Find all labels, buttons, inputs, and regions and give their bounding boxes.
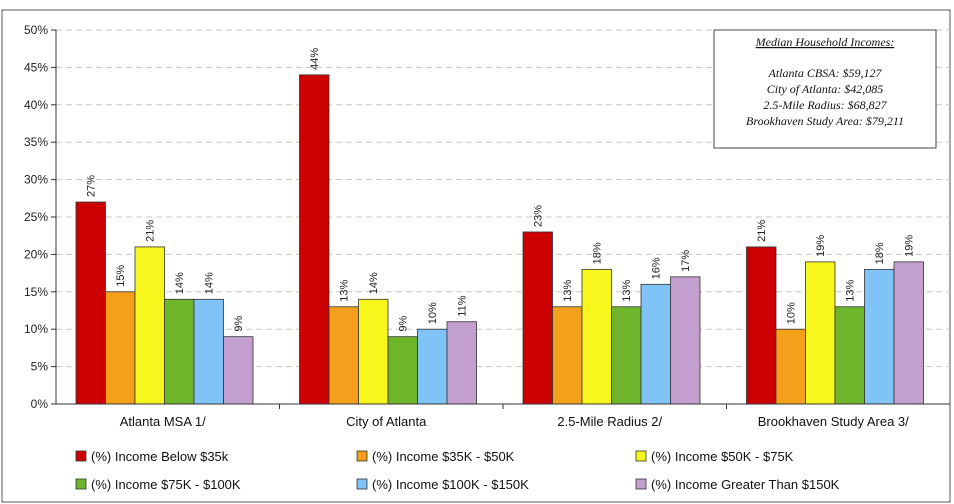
bar: [223, 336, 254, 405]
data-label: 44%: [309, 48, 321, 70]
info-line-atlanta-cbsa: Atlanta CBSA: $59,127: [768, 66, 883, 80]
bar: [75, 201, 106, 405]
y-tick-label: 35%: [24, 135, 48, 149]
y-tick-label: 30%: [24, 173, 48, 187]
data-label: 11%: [457, 295, 469, 316]
x-axis: Atlanta MSA 1/City of Atlanta 2.5-Mile Ra…: [56, 403, 950, 429]
bar: [193, 298, 224, 405]
legend-swatch: [635, 450, 647, 462]
legend-swatch: [356, 478, 368, 490]
legend-label: (%) Income Below $35k: [91, 449, 229, 464]
info-box-title: Median Household Incomes:: [755, 35, 895, 49]
bar: [105, 291, 136, 405]
legend-swatch: [75, 450, 87, 462]
bar: [299, 74, 330, 405]
info-line-radius: 2.5-Mile Radius: $68,827: [763, 98, 887, 112]
bar: [640, 283, 671, 405]
y-tick-label: 50%: [24, 23, 48, 37]
data-label: 14%: [204, 272, 216, 294]
y-tick-label: 10%: [24, 322, 48, 336]
median-income-box: Median Household Incomes: Atlanta CBSA: …: [713, 29, 937, 149]
data-label: 27%: [86, 175, 98, 197]
data-label: 18%: [874, 242, 886, 264]
bar: [834, 306, 865, 405]
legend-swatch: [635, 478, 647, 490]
y-tick-label: 0%: [31, 397, 49, 411]
data-label: 9%: [233, 316, 245, 332]
bar: [446, 321, 477, 405]
legend-swatch: [75, 478, 87, 490]
y-axis: 0% 5% 10% 15% 20% 25% 30% 35% 40% 45% 50%: [24, 23, 57, 411]
data-label: 13%: [562, 280, 574, 302]
data-label: 19%: [904, 235, 916, 257]
category-label: City of Atlanta: [346, 414, 427, 429]
category-label: 2.5-Mile Radius 2/: [557, 414, 662, 429]
bar: [417, 328, 448, 405]
data-label: 10%: [427, 302, 439, 324]
bar: [387, 336, 418, 405]
bars: 27% 15% 21% 14% 14% 9% 44% 13% 14% 9% 10% 11% 23% 13%…: [75, 48, 924, 405]
data-label: 14%: [174, 272, 186, 294]
data-label: 19%: [815, 235, 827, 257]
info-line-brookhaven: Brookhaven Study Area: $79,211: [746, 114, 904, 128]
data-label: 14%: [368, 272, 380, 294]
y-tick-label: 15%: [24, 285, 48, 299]
bar: [164, 298, 195, 405]
category-label: Brookhaven Study Area 3/: [758, 414, 909, 429]
bar: [670, 276, 701, 405]
legend-label: (%) Income $75K - $100K: [91, 477, 241, 492]
y-tick-label: 45%: [24, 60, 48, 74]
y-tick-label: 40%: [24, 98, 48, 112]
bar: [746, 246, 777, 405]
data-label: 17%: [680, 250, 692, 272]
legend-label: (%) Income $50K - $75K: [651, 449, 794, 464]
data-label: 13%: [845, 280, 857, 302]
data-label: 10%: [786, 302, 798, 324]
bar: [893, 261, 924, 405]
bar: [775, 328, 806, 405]
legend-swatch: [356, 450, 368, 462]
data-label: 13%: [339, 280, 351, 302]
bar: [358, 298, 389, 405]
data-label: 21%: [145, 220, 157, 242]
category-label: Atlanta MSA 1/: [120, 414, 206, 429]
bar: [552, 306, 583, 405]
legend-label: (%) Income $100K - $150K: [372, 477, 529, 492]
y-tick-label: 20%: [24, 247, 48, 261]
data-label: 9%: [398, 316, 410, 332]
data-label: 18%: [592, 242, 604, 264]
bar: [611, 306, 642, 405]
bar: [522, 231, 553, 405]
y-tick-label: 5%: [31, 360, 49, 374]
bar: [581, 268, 612, 405]
bar: [328, 306, 359, 405]
data-label: 23%: [533, 205, 545, 227]
data-label: 13%: [621, 280, 633, 302]
info-line-city-of-atlanta: City of Atlanta: $42,085: [767, 82, 883, 96]
bar: [134, 246, 165, 405]
bar: [864, 268, 895, 405]
data-label: 16%: [651, 257, 663, 279]
data-label: 15%: [115, 265, 127, 287]
data-label: 21%: [756, 220, 768, 242]
legend: (%) Income Below $35k (%) Income $35K - $…: [75, 449, 840, 492]
y-tick-label: 25%: [24, 210, 48, 224]
legend-label: (%) Income Greater Than $150K: [651, 477, 840, 492]
legend-label: (%) Income $35K - $50K: [372, 449, 515, 464]
bar: [805, 261, 836, 405]
